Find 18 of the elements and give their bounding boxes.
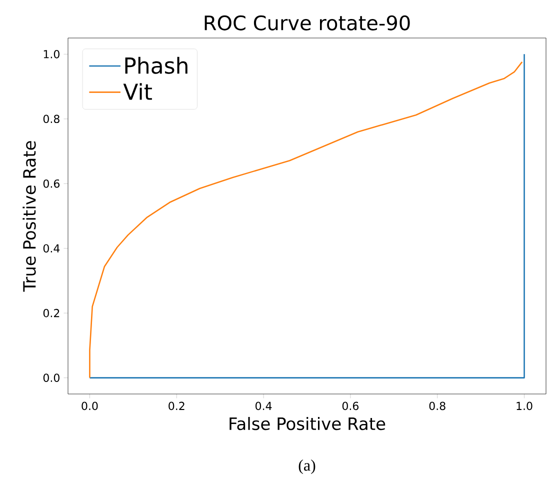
legend-label: Phash <box>125 56 188 74</box>
y-tick-label: 1.0 <box>44 50 60 58</box>
y-axis-title: True Positive Rate <box>22 141 36 292</box>
y-tick-label: 0.2 <box>43 308 60 318</box>
x-tick-label: 0.2 <box>168 402 184 410</box>
x-axis-title: False Positive Rate <box>230 416 386 430</box>
x-tick-label: 0.8 <box>429 402 446 410</box>
y-tick-label: 0.4 <box>43 244 60 253</box>
y-tick-label: 0.0 <box>43 374 60 382</box>
x-tick-label: 0.0 <box>82 402 98 410</box>
x-tick-label: 0.4 <box>256 402 272 410</box>
y-tick-label: 0.6 <box>43 179 60 188</box>
x-tick-label: 1.0 <box>516 402 532 410</box>
x-tick-label: 0.6 <box>342 402 359 410</box>
chart-title: ROC Curve rotate-90 <box>204 15 410 30</box>
text: (a) <box>298 460 316 474</box>
legend-label: Vit <box>123 83 152 100</box>
y-tick-label: 0.8 <box>43 114 60 124</box>
